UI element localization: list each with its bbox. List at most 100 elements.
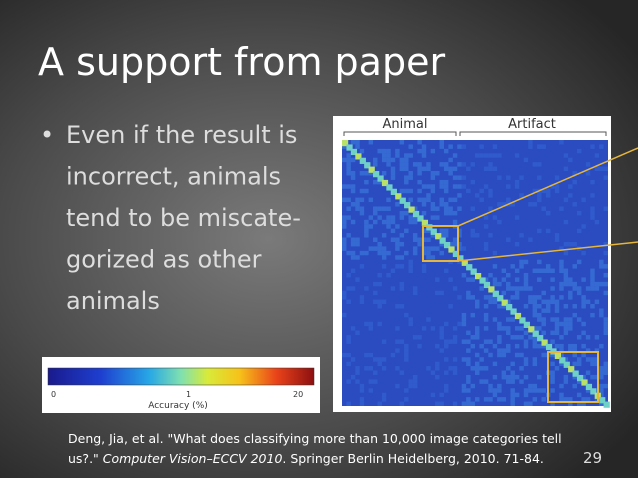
cell: [483, 339, 489, 344]
cell: [603, 250, 608, 256]
diag-cell: [559, 357, 566, 364]
cell: [404, 348, 409, 353]
cell: [550, 352, 555, 358]
cell: [479, 343, 484, 349]
diag-cell: [355, 153, 362, 160]
cell: [563, 197, 569, 203]
title: A support from paper: [38, 40, 445, 84]
cell: [559, 397, 564, 402]
cell: [470, 277, 475, 282]
cell: [594, 286, 600, 291]
cell: [554, 330, 560, 336]
cell: [355, 379, 360, 384]
cell: [381, 397, 387, 402]
cell: [417, 171, 422, 176]
cell: [421, 148, 427, 154]
cell: [350, 357, 356, 362]
cell: [346, 299, 351, 305]
cell: [386, 148, 391, 154]
cell: [475, 335, 480, 340]
cell: [563, 317, 569, 322]
cell: [359, 388, 365, 393]
cell: [594, 348, 600, 353]
cell: [506, 184, 511, 189]
cell: [386, 219, 391, 225]
cell: [404, 352, 409, 358]
cell: [537, 193, 542, 198]
cell: [421, 246, 427, 251]
cell: [342, 312, 347, 318]
cell: [590, 281, 595, 287]
cell: [457, 321, 462, 327]
cell: [563, 374, 569, 380]
cell: [581, 197, 586, 203]
cell: [576, 401, 582, 406]
cell: [377, 179, 382, 185]
cell: [585, 397, 591, 402]
cell: [475, 304, 480, 309]
cell: [519, 352, 524, 358]
cell: [368, 352, 374, 358]
cell: [545, 299, 551, 305]
cell: [368, 379, 374, 384]
colorbar-tick: 0: [51, 390, 56, 399]
cell: [408, 268, 413, 273]
cell: [381, 392, 387, 398]
cell: [435, 343, 440, 349]
cell: [359, 264, 365, 269]
cell: [470, 233, 475, 238]
cell: [359, 197, 365, 203]
cell: [488, 206, 493, 211]
cell: [368, 197, 374, 203]
cell: [470, 383, 475, 389]
cell: [381, 153, 387, 158]
cell: [346, 184, 351, 189]
cell: [572, 281, 577, 287]
cell: [532, 361, 538, 367]
cell: [497, 202, 502, 207]
cell: [404, 250, 409, 256]
cell: [395, 224, 400, 229]
cell: [550, 401, 555, 406]
cell: [523, 304, 529, 309]
cell: [408, 175, 413, 180]
cell: [395, 241, 400, 247]
cell: [488, 273, 493, 278]
cell: [457, 193, 462, 198]
cell: [399, 281, 405, 287]
cell: [381, 264, 387, 269]
cell: [523, 157, 529, 163]
cell: [466, 361, 471, 367]
cell: [590, 210, 595, 216]
cell: [554, 237, 560, 242]
cell: [510, 202, 515, 207]
cell: [541, 188, 546, 194]
cell: [594, 281, 600, 287]
cell: [439, 162, 444, 167]
cell: [603, 290, 608, 296]
cell: [368, 366, 374, 371]
diag-cell: [585, 383, 593, 391]
cell: [342, 144, 347, 149]
cell: [572, 241, 577, 247]
cell: [537, 304, 542, 309]
cell: [532, 295, 538, 300]
cell: [585, 299, 591, 305]
cell: [443, 228, 449, 234]
cell: [404, 228, 409, 234]
cell: [506, 197, 511, 203]
cell: [603, 281, 608, 287]
cell: [563, 153, 569, 158]
citation-venue: Computer Vision–ECCV 2010: [103, 451, 283, 466]
bullet-line: gorized as other: [66, 246, 262, 274]
cell: [355, 277, 360, 282]
cell: [346, 206, 351, 211]
cell: [421, 250, 427, 256]
diag-cell: [430, 228, 437, 235]
cell: [581, 224, 586, 229]
cell: [448, 366, 453, 371]
cell: [537, 317, 542, 322]
cell: [439, 140, 444, 145]
cell: [479, 357, 484, 362]
cell: [408, 259, 413, 265]
